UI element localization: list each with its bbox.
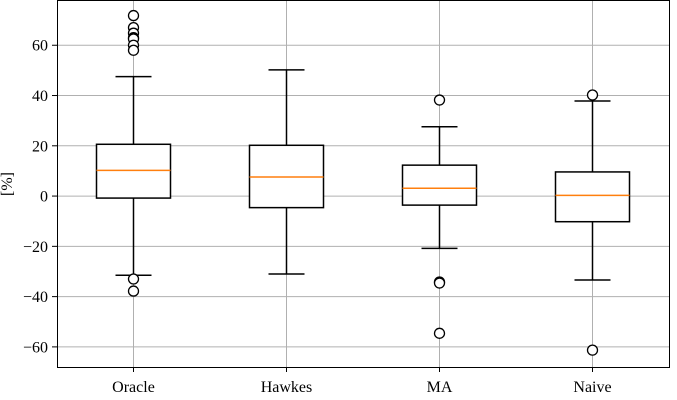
y-tick-label: 60 bbox=[32, 38, 48, 55]
outlier-point bbox=[433, 277, 446, 289]
y-axis-label: [%] bbox=[0, 172, 16, 196]
outlier-point bbox=[433, 94, 446, 106]
iqr-box bbox=[554, 171, 631, 223]
plot-frame bbox=[57, 0, 670, 368]
x-tick-label: Naive bbox=[573, 379, 611, 396]
outlier-point bbox=[127, 285, 140, 297]
outlier-point bbox=[586, 89, 599, 101]
box-oracle bbox=[95, 9, 172, 297]
iqr-box bbox=[95, 143, 172, 199]
y-tick-label: −20 bbox=[23, 239, 48, 256]
outlier-point bbox=[586, 344, 599, 356]
x-axis: Oracle Hawkes MA Naive bbox=[112, 367, 612, 396]
y-tick-label: 40 bbox=[32, 88, 48, 105]
boxes bbox=[95, 9, 631, 356]
iqr-box bbox=[401, 164, 478, 206]
outlier-point bbox=[127, 44, 140, 56]
outlier-point bbox=[127, 9, 140, 22]
outlier-point bbox=[127, 273, 140, 285]
outlier-point bbox=[433, 327, 446, 339]
y-tick-label: −40 bbox=[23, 289, 48, 306]
x-tick-label: Oracle bbox=[112, 379, 155, 396]
y-tick-label: 20 bbox=[32, 138, 48, 155]
x-tick-label: Hawkes bbox=[261, 379, 313, 396]
x-tick-label: MA bbox=[427, 379, 453, 396]
box-naive bbox=[554, 89, 631, 356]
y-tick-label: −60 bbox=[23, 339, 48, 356]
box-hawkes bbox=[248, 69, 325, 275]
y-tick-label: 0 bbox=[40, 189, 48, 206]
y-axis: −60 −40 −20 0 20 40 60 bbox=[23, 38, 57, 356]
box-ma bbox=[401, 94, 478, 339]
